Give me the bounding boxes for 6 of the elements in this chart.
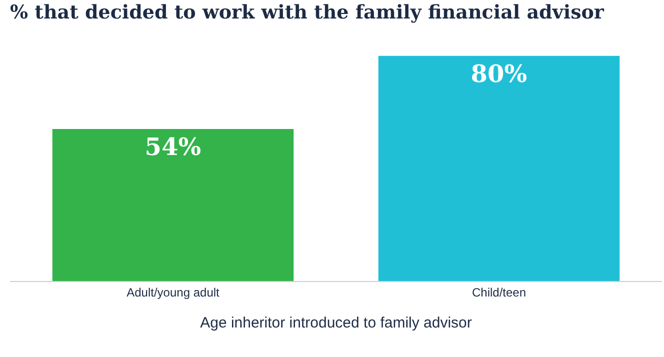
x-tick-label: Child/teen [472,285,526,300]
data-label: 54% [144,132,202,162]
x-tick-label: Adult/young adult [126,285,220,300]
x-axis-title: Age inheritor introduced to family advisor [200,314,472,332]
data-label: 80% [470,58,528,88]
chart-title: % that decided to work with the family financial advisor [10,2,605,24]
